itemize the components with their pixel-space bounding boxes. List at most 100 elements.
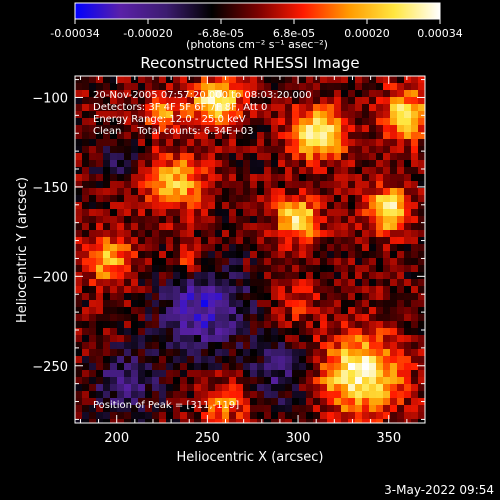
heatmap-cell [180,412,187,419]
heatmap-cell [215,118,222,125]
heatmap-cell [187,321,194,328]
heatmap-cell [145,279,152,286]
heatmap-cell [264,258,271,265]
heatmap-cell [418,272,425,279]
heatmap-cell [334,83,341,90]
heatmap-cell [376,335,383,342]
heatmap-cell [75,139,82,146]
heatmap-cell [229,230,236,237]
heatmap-cell [110,181,117,188]
heatmap-cell [138,244,145,251]
heatmap-cell [383,321,390,328]
heatmap-cell [222,237,229,244]
heatmap-cell [201,97,208,104]
heatmap-cell [117,111,124,118]
heatmap-cell [292,321,299,328]
heatmap-cell [418,377,425,384]
heatmap-cell [215,286,222,293]
heatmap-cell [278,244,285,251]
heatmap-cell [215,321,222,328]
heatmap-cell [75,370,82,377]
heatmap-cell [124,223,131,230]
heatmap-cell [411,76,418,83]
heatmap-cell [369,83,376,90]
heatmap-cell [229,258,236,265]
heatmap-cell [376,286,383,293]
heatmap-cell [397,349,404,356]
heatmap-cell [152,132,159,139]
heatmap-cell [145,174,152,181]
heatmap-cell [397,272,404,279]
heatmap-cell [327,335,334,342]
heatmap-cell [145,97,152,104]
colorbar-unit-label: (photons cm⁻² s⁻¹ asec⁻²) [186,38,328,51]
heatmap-cell [271,251,278,258]
heatmap-cell [271,174,278,181]
heatmap-cell [257,83,264,90]
heatmap-cell [194,342,201,349]
heatmap-cell [236,181,243,188]
heatmap-cell [404,286,411,293]
heatmap-cell [285,258,292,265]
heatmap-cell [411,237,418,244]
heatmap-cell [404,90,411,97]
heatmap-cell [131,286,138,293]
heatmap-cell [348,237,355,244]
heatmap-cell [75,111,82,118]
heatmap-cell [194,97,201,104]
heatmap-cell [320,104,327,111]
heatmap-cell [222,258,229,265]
heatmap-cell [75,230,82,237]
heatmap-cell [292,216,299,223]
heatmap-cell [299,181,306,188]
heatmap-cell [173,160,180,167]
heatmap-cell [159,307,166,314]
heatmap-cell [411,125,418,132]
heatmap-cell [383,237,390,244]
heatmap-cell [215,230,222,237]
heatmap-cell [313,104,320,111]
heatmap-cell [369,384,376,391]
heatmap-cell [369,237,376,244]
heatmap-cell [215,202,222,209]
heatmap-cell [194,76,201,83]
heatmap-cell [103,139,110,146]
heatmap-cell [159,188,166,195]
heatmap-cell [236,412,243,419]
heatmap-cell [103,153,110,160]
heatmap-cell [390,209,397,216]
heatmap-cell [187,356,194,363]
heatmap-cell [166,90,173,97]
heatmap-cell [320,188,327,195]
heatmap-cell [271,293,278,300]
heatmap-cell [152,223,159,230]
heatmap-cell [257,335,264,342]
heatmap-cell [334,202,341,209]
heatmap-cell [418,90,425,97]
heatmap-cell [299,223,306,230]
heatmap-cell [327,195,334,202]
heatmap-cell [145,111,152,118]
heatmap-cell [341,314,348,321]
heatmap-cell [306,202,313,209]
heatmap-cell [138,181,145,188]
heatmap-cell [215,97,222,104]
heatmap-cell [131,384,138,391]
heatmap-cell [355,146,362,153]
heatmap-cell [341,293,348,300]
heatmap-cell [89,412,96,419]
heatmap-cell [145,251,152,258]
heatmap-cell [404,237,411,244]
heatmap-cell [418,265,425,272]
heatmap-cell [152,314,159,321]
heatmap-cell [285,412,292,419]
heatmap-cell [117,321,124,328]
heatmap-cell [306,258,313,265]
heatmap-cell [103,314,110,321]
heatmap-cell [236,83,243,90]
heatmap-cell [320,76,327,83]
heatmap-cell [166,328,173,335]
colorbar-tick-label: 0.00020 [344,27,390,40]
heatmap-cell [187,279,194,286]
heatmap-cell [250,356,257,363]
